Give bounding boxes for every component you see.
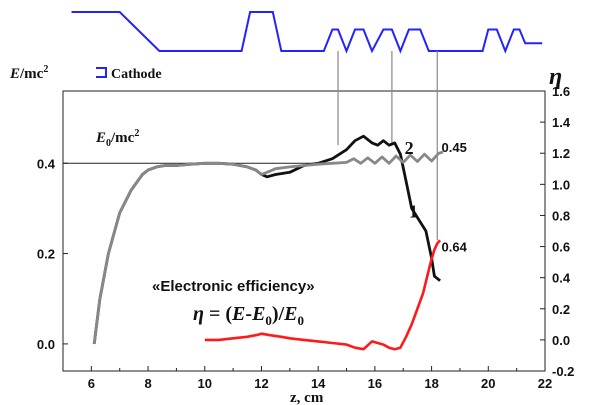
series-group — [92, 134, 444, 351]
plot-frame — [62, 90, 546, 372]
x-tick-label: 16 — [368, 376, 382, 391]
cathode-legend-label: Cathode — [111, 67, 162, 82]
cathode-legend: E/mc2 Cathode — [9, 64, 162, 82]
cathode-profile-line — [71, 11, 543, 54]
reference-line-label: E0/mc2 — [95, 128, 139, 149]
series-line-efficiency — [204, 239, 442, 351]
cathode-profile-panel — [71, 11, 543, 54]
series-line-2 — [92, 150, 444, 345]
x-tick-label: 10 — [198, 376, 212, 391]
x-axis-ticks: 6 8 10 12 14 16 18 20 22 — [62, 366, 552, 391]
annotation-label: 0.45 — [442, 140, 467, 155]
profile-connectors — [337, 51, 438, 241]
x-tick-label: 6 — [88, 376, 95, 391]
right-tick-label: 0.0 — [552, 333, 570, 348]
x-tick-label: 14 — [311, 376, 326, 391]
right-tick-label: 1.0 — [552, 177, 570, 192]
left-tick-label: 0.4 — [37, 156, 56, 171]
annotation-label: 0.64 — [442, 239, 468, 254]
annotation-label: 1 — [409, 201, 418, 221]
left-tick-label: 0.0 — [37, 337, 55, 352]
left-axis-ticks: 0.0 0.2 0.4 — [37, 156, 68, 352]
right-tick-label: 1.4 — [552, 115, 571, 130]
efficiency-title: «Electronic efficiency» — [152, 278, 315, 295]
right-axis-ticks: -0.2 0.0 0.2 0.4 0.6 0.8 1.0 1.2 1.4 1.6 — [540, 84, 574, 379]
efficiency-formula: η = (E-E0)/E0 — [193, 303, 304, 328]
x-tick-label: 22 — [538, 376, 552, 391]
left-tick-label: 0.2 — [37, 247, 55, 262]
right-tick-label: -0.2 — [552, 364, 574, 379]
annotation-label: 2 — [405, 138, 414, 158]
x-tick-label: 8 — [144, 376, 151, 391]
energy-axis-label: E/mc2 — [9, 64, 48, 82]
right-tick-label: 0.8 — [552, 208, 570, 223]
x-tick-label: 20 — [481, 376, 495, 391]
right-tick-label: 0.2 — [552, 302, 570, 317]
annotations: 1 2 0.45 0.64 — [405, 138, 468, 254]
right-tick-label: 0.4 — [552, 271, 571, 286]
cathode-legend-swatch — [96, 67, 107, 78]
right-axis-title: η — [549, 64, 562, 90]
right-tick-label: 1.2 — [552, 146, 570, 161]
x-tick-label: 18 — [424, 376, 438, 391]
right-tick-label: 1.6 — [552, 84, 570, 99]
x-axis-title: z, cm — [290, 390, 324, 405]
right-tick-label: 0.6 — [552, 240, 570, 255]
x-tick-label: 12 — [254, 376, 268, 391]
